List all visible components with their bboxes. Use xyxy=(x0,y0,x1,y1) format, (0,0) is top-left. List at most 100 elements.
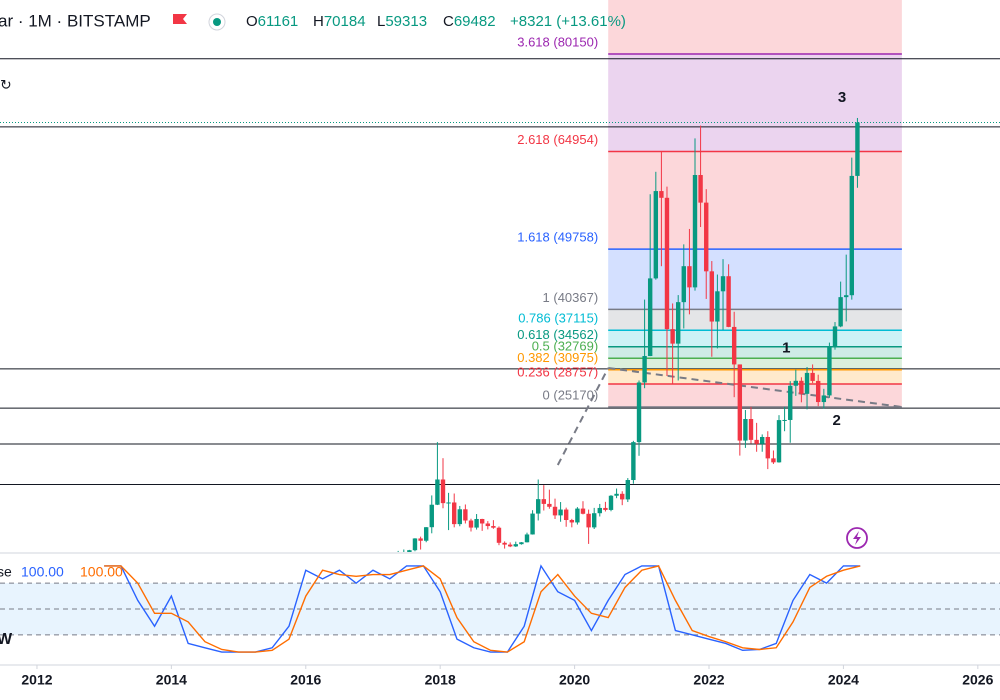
x-tick-label: 2022 xyxy=(693,672,724,688)
alert-icon[interactable] xyxy=(846,527,868,549)
candle-body xyxy=(771,458,776,463)
trend-line xyxy=(556,367,610,466)
ohlc-key: H xyxy=(313,13,324,30)
candle-body xyxy=(536,499,541,514)
indicator-name[interactable]: se xyxy=(0,564,12,580)
candle-body xyxy=(760,436,765,444)
candle-body xyxy=(580,508,586,514)
candle-body xyxy=(479,518,485,524)
x-tick-label: 2018 xyxy=(425,672,456,688)
candle-body xyxy=(844,295,849,298)
candle-body xyxy=(452,502,457,525)
ohlc-key: C xyxy=(443,13,454,30)
candle-body xyxy=(631,442,636,481)
ohlc-item: H70184 xyxy=(313,13,366,30)
candle-body xyxy=(558,509,563,516)
toolbar-glyph[interactable]: ↻ xyxy=(0,77,12,93)
fib-fill xyxy=(608,53,902,152)
ohlc-value: 61161 xyxy=(258,13,299,30)
legend-header: ar · 1M · BITSTAMP O61161 H70184 L59313 C69… xyxy=(0,11,626,31)
candle-body xyxy=(776,420,782,463)
ohlc-value: 59313 xyxy=(385,13,427,30)
k-value: 100.00 xyxy=(21,564,64,580)
wave-label: 3 xyxy=(838,89,846,106)
indicator-line xyxy=(104,564,861,653)
candle-body xyxy=(653,191,659,279)
fib-label: 0.5 (32769) xyxy=(532,339,599,354)
candle-body xyxy=(838,297,843,327)
candle-body xyxy=(799,380,804,394)
fib-label: 0.236 (28757) xyxy=(517,364,598,379)
price-pane: 3.618 (80150) 2.618 (64954) 1.618 (49758) 1… xyxy=(0,0,1000,552)
d-value: 100.00 xyxy=(80,564,123,580)
candle-body xyxy=(575,508,580,523)
x-tick-label: 2024 xyxy=(828,672,859,688)
candle-body xyxy=(788,385,793,420)
ohlc-item: C69482 xyxy=(443,13,496,30)
candle-body xyxy=(597,507,602,514)
fib-label: 1 (40367) xyxy=(543,290,599,305)
ohlc-value: 69482 xyxy=(454,13,496,30)
x-tick-label: 2020 xyxy=(559,672,590,688)
ohlc-item: O61161 xyxy=(246,13,298,30)
flag-icon[interactable] xyxy=(173,14,187,24)
candle-body xyxy=(687,266,692,288)
candle-body xyxy=(748,419,754,440)
status-dot[interactable] xyxy=(213,18,221,26)
candle-body xyxy=(855,122,860,176)
candle-body xyxy=(625,480,630,500)
candle-body xyxy=(457,509,462,525)
x-tick-label: 2014 xyxy=(156,672,187,688)
ohlc-key: L xyxy=(377,13,385,30)
x-tick-label: 2012 xyxy=(21,672,52,688)
candle-body xyxy=(720,276,726,292)
candle-body xyxy=(468,520,474,528)
candle-body xyxy=(765,436,770,459)
candle-body xyxy=(793,380,799,386)
candle-body xyxy=(429,504,434,528)
fib-label: 1.618 (49758) xyxy=(517,230,598,245)
candle-body xyxy=(547,503,552,507)
candle-body xyxy=(737,364,743,441)
candle-body xyxy=(423,527,429,541)
candle-body xyxy=(704,202,709,272)
candle-body xyxy=(670,329,675,344)
candle-body xyxy=(591,513,597,528)
fib-fill xyxy=(608,369,902,384)
candle-body xyxy=(782,419,787,421)
candle-body xyxy=(849,175,854,296)
fib-label: 2.618 (64954) xyxy=(517,132,598,147)
candle-body xyxy=(586,513,591,528)
candle-body xyxy=(614,493,619,496)
candle-body xyxy=(496,527,502,543)
fib-fill xyxy=(608,330,902,347)
candle-body xyxy=(407,550,412,552)
candle-body xyxy=(435,479,440,505)
candle-body xyxy=(821,395,827,403)
candle-body xyxy=(642,356,647,383)
trend-line xyxy=(608,367,903,408)
ohlc-key: O xyxy=(246,13,258,30)
indicator-legend: se 100.00 100.00 W xyxy=(0,564,123,649)
fib-fill xyxy=(608,346,902,359)
candle-body xyxy=(804,372,810,394)
x-tick-label: 2016 xyxy=(290,672,321,688)
candle-body xyxy=(502,542,507,545)
candle-body xyxy=(569,520,575,523)
candle-body xyxy=(440,479,446,504)
candle-body xyxy=(815,380,821,403)
side-label: W xyxy=(0,631,13,648)
fib-fill xyxy=(608,309,902,331)
candle-body xyxy=(698,175,703,203)
change: +8321 (+13.61%) xyxy=(510,13,626,30)
candle-body xyxy=(603,507,608,510)
candle-body xyxy=(726,276,731,327)
candle-body xyxy=(412,538,418,551)
candle-body xyxy=(827,346,832,396)
symbol-title[interactable]: ar · 1M · BITSTAMP xyxy=(0,11,151,30)
candle-body xyxy=(620,493,625,500)
candle-body xyxy=(664,197,670,330)
fib-label: 0.786 (37115) xyxy=(518,311,598,326)
